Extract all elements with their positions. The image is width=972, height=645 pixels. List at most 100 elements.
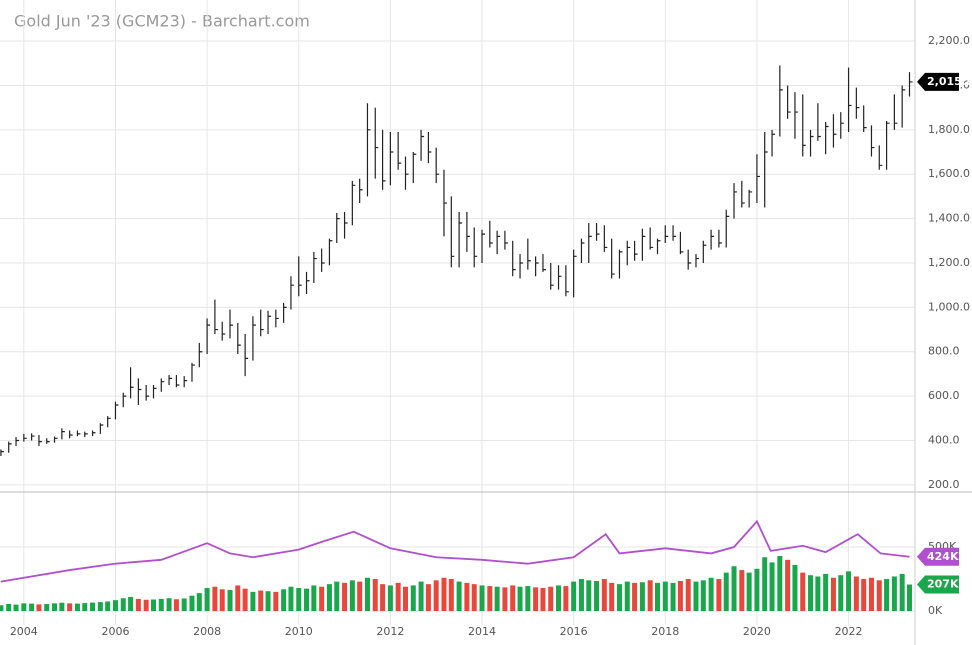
- price-bar: [885, 120, 890, 170]
- volume-bar: [242, 588, 248, 612]
- price-bar: [756, 154, 760, 204]
- price-bar: [542, 254, 546, 272]
- volume-bar: [769, 562, 775, 612]
- volume-bar: [502, 587, 508, 612]
- price-bar: [198, 342, 203, 368]
- volume-bar: [44, 603, 50, 612]
- price-bar: [656, 238, 661, 255]
- volume-bar: [479, 585, 485, 612]
- price-bar: [672, 225, 677, 241]
- price-bar: [61, 428, 65, 440]
- volume-bar: [494, 586, 500, 612]
- price-bar: [565, 265, 569, 297]
- price-bar: [336, 213, 340, 244]
- price-bar: [870, 125, 875, 157]
- volume-bar: [723, 572, 729, 612]
- y-tick-label: 1,000.0: [928, 300, 970, 313]
- volume-bar: [700, 580, 706, 612]
- x-tick-label: 2012: [376, 625, 404, 638]
- price-bar: [794, 92, 798, 139]
- volume-bar: [372, 579, 378, 612]
- price-bar: [8, 441, 12, 453]
- volume-bar: [586, 580, 592, 612]
- volume-bar: [74, 603, 80, 612]
- volume-bar: [273, 591, 279, 612]
- volume-bar: [334, 581, 340, 612]
- volume-bar: [36, 604, 42, 612]
- volume-bar: [647, 580, 653, 612]
- price-bar: [825, 122, 829, 155]
- y-tick-label: 2,200.0: [928, 34, 970, 47]
- x-tick-label: 2016: [560, 625, 588, 638]
- volume-bar: [90, 602, 96, 612]
- volume-bar: [464, 582, 470, 612]
- price-bar: [695, 254, 699, 268]
- price-bar: [580, 238, 585, 263]
- price-bar: [46, 438, 50, 444]
- price-bar: [664, 225, 669, 244]
- price-bar: [748, 189, 753, 208]
- volume-bar: [510, 585, 516, 612]
- volume-bar: [227, 589, 233, 612]
- volume-bar: [265, 591, 271, 612]
- volume-bar: [288, 586, 294, 612]
- x-tick-label: 2020: [743, 625, 771, 638]
- price-bar: [779, 65, 783, 137]
- price-bar: [832, 114, 837, 148]
- volume-bar: [830, 577, 836, 612]
- volume-bar: [708, 577, 714, 612]
- price-bar: [99, 423, 104, 434]
- price-bar: [114, 401, 119, 420]
- volume-bar: [67, 603, 73, 612]
- volume-bar: [815, 576, 821, 612]
- price-bar: [404, 156, 409, 190]
- price-bar: [802, 94, 806, 157]
- y-tick-label: 1,400.0: [928, 212, 970, 225]
- volume-bar: [853, 576, 859, 612]
- price-bar: [908, 72, 913, 97]
- volume-bar: [304, 588, 310, 612]
- price-bar: [489, 220, 493, 248]
- y-tick-label: 400.0: [928, 434, 960, 447]
- price-bar: [519, 254, 524, 279]
- volume-bar: [357, 581, 363, 612]
- volume-bar: [189, 595, 195, 612]
- price-bar: [633, 240, 638, 261]
- price-bar: [129, 367, 134, 399]
- volume-bar: [349, 580, 355, 612]
- volume-bar: [82, 603, 88, 612]
- volume-bar: [792, 564, 798, 612]
- volume-bar: [785, 559, 791, 612]
- volume-bar: [533, 587, 539, 612]
- price-bar: [450, 196, 455, 268]
- volume-bar: [6, 603, 12, 612]
- price-bar: [649, 227, 654, 250]
- volume-bar: [800, 572, 806, 612]
- volume-bar: [517, 586, 523, 612]
- price-bar: [160, 378, 165, 392]
- volume-bar: [319, 586, 325, 612]
- price-bar: [496, 230, 501, 255]
- volume-bar: [181, 598, 187, 612]
- price-bar: [321, 248, 325, 272]
- price-bar: [305, 271, 310, 295]
- y-tick-label: 800.0: [928, 345, 960, 358]
- price-bar: [573, 249, 577, 298]
- volume-bar: [556, 585, 562, 612]
- volume-bar: [296, 587, 302, 612]
- price-bar: [91, 430, 96, 437]
- volume-bar: [754, 568, 760, 612]
- volume-bar: [487, 586, 493, 612]
- x-tick-label: 2008: [193, 625, 221, 638]
- volume-bar: [433, 580, 439, 612]
- volume-bar: [670, 582, 676, 612]
- price-bar: [473, 227, 478, 268]
- price-bar: [878, 145, 883, 170]
- volume-bar: [173, 599, 179, 612]
- price-bar: [420, 129, 425, 161]
- price-bar: [175, 375, 180, 388]
- price-bar: [374, 107, 379, 179]
- price-bar: [741, 180, 745, 208]
- volume-bar: [609, 582, 615, 612]
- x-tick-label: 2004: [10, 625, 38, 638]
